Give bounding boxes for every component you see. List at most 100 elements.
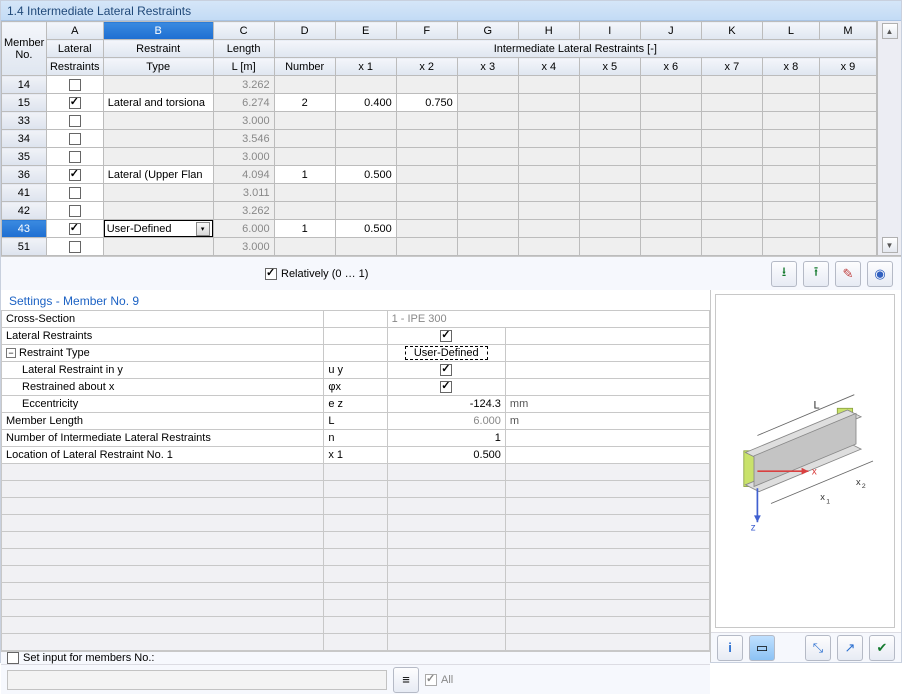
member-view-button[interactable]: ▭ <box>749 635 775 661</box>
arrow-button[interactable]: ↗ <box>837 635 863 661</box>
lateral-restraint-cell[interactable] <box>46 202 103 220</box>
x7-cell[interactable] <box>701 148 762 166</box>
x9-cell[interactable] <box>819 148 876 166</box>
x1-cell[interactable] <box>335 76 396 94</box>
x5-cell[interactable] <box>579 166 640 184</box>
x3-cell[interactable] <box>457 148 518 166</box>
main-grid[interactable]: MemberNo.ABCDEFGHIJKLMLateralRestraintLe… <box>1 21 877 256</box>
pick-button[interactable]: ✎ <box>835 261 861 287</box>
x2-cell[interactable] <box>396 148 457 166</box>
x7-cell[interactable] <box>701 76 762 94</box>
settings-value[interactable]: User-Defined <box>387 345 505 362</box>
x7-cell[interactable] <box>701 220 762 238</box>
settings-value[interactable] <box>387 328 505 345</box>
x5-cell[interactable] <box>579 112 640 130</box>
settings-value[interactable]: 1 - IPE 300 <box>387 311 709 328</box>
x4-cell[interactable] <box>518 112 579 130</box>
col-letter-C[interactable]: C <box>213 22 274 40</box>
x9-cell[interactable] <box>819 94 876 112</box>
settings-value[interactable]: -124.3 <box>387 396 505 413</box>
relatively-checkbox[interactable]: Relatively (0 … 1) <box>265 268 368 280</box>
x6-cell[interactable] <box>640 76 701 94</box>
x1-cell[interactable]: 0.500 <box>335 220 396 238</box>
x7-cell[interactable] <box>701 202 762 220</box>
restraint-type-cell[interactable]: Lateral (Upper Flan <box>103 166 213 184</box>
x2-cell[interactable] <box>396 166 457 184</box>
restraint-type-cell[interactable]: User-Defined▾ <box>103 220 213 238</box>
row-number[interactable]: 36 <box>2 166 47 184</box>
settings-value[interactable] <box>387 362 505 379</box>
restraint-type-cell[interactable] <box>103 112 213 130</box>
apply-button[interactable]: ✔ <box>869 635 895 661</box>
col-letter-A[interactable]: A <box>46 22 103 40</box>
x2-cell[interactable] <box>396 130 457 148</box>
x8-cell[interactable] <box>762 112 819 130</box>
x3-cell[interactable] <box>457 94 518 112</box>
x5-cell[interactable] <box>579 76 640 94</box>
lateral-restraint-cell[interactable] <box>46 238 103 256</box>
number-cell[interactable] <box>274 202 335 220</box>
settings-grid[interactable]: Cross-Section1 - IPE 300Lateral Restrain… <box>1 310 710 651</box>
col-letter-F[interactable]: F <box>396 22 457 40</box>
scroll-up-icon[interactable]: ▲ <box>882 23 898 39</box>
view-button[interactable]: ◉ <box>867 261 893 287</box>
x9-cell[interactable] <box>819 202 876 220</box>
x8-cell[interactable] <box>762 76 819 94</box>
x1-cell[interactable] <box>335 184 396 202</box>
lateral-restraint-cell[interactable] <box>46 94 103 112</box>
row-number[interactable]: 33 <box>2 112 47 130</box>
x1-cell[interactable]: 0.500 <box>335 166 396 184</box>
col-letter-H[interactable]: H <box>518 22 579 40</box>
number-cell[interactable] <box>274 130 335 148</box>
lateral-restraint-cell[interactable] <box>46 112 103 130</box>
row-number[interactable]: 15 <box>2 94 47 112</box>
x6-cell[interactable] <box>640 112 701 130</box>
number-cell[interactable] <box>274 238 335 256</box>
row-number[interactable]: 43 <box>2 220 47 238</box>
x6-cell[interactable] <box>640 94 701 112</box>
x2-cell[interactable] <box>396 202 457 220</box>
x9-cell[interactable] <box>819 76 876 94</box>
x6-cell[interactable] <box>640 148 701 166</box>
x6-cell[interactable] <box>640 238 701 256</box>
x8-cell[interactable] <box>762 148 819 166</box>
lateral-restraint-cell[interactable] <box>46 166 103 184</box>
lateral-restraint-cell[interactable] <box>46 184 103 202</box>
row-number[interactable]: 35 <box>2 148 47 166</box>
x3-cell[interactable] <box>457 76 518 94</box>
x7-cell[interactable] <box>701 166 762 184</box>
restraint-type-cell[interactable] <box>103 202 213 220</box>
x8-cell[interactable] <box>762 184 819 202</box>
x7-cell[interactable] <box>701 238 762 256</box>
x5-cell[interactable] <box>579 184 640 202</box>
col-letter-I[interactable]: I <box>579 22 640 40</box>
x6-cell[interactable] <box>640 220 701 238</box>
x5-cell[interactable] <box>579 220 640 238</box>
lateral-restraint-cell[interactable] <box>46 220 103 238</box>
x5-cell[interactable] <box>579 202 640 220</box>
number-cell[interactable] <box>274 112 335 130</box>
x3-cell[interactable] <box>457 202 518 220</box>
settings-value[interactable]: 0.500 <box>387 447 505 464</box>
x4-cell[interactable] <box>518 202 579 220</box>
row-number[interactable]: 34 <box>2 130 47 148</box>
x4-cell[interactable] <box>518 166 579 184</box>
x3-cell[interactable] <box>457 112 518 130</box>
x3-cell[interactable] <box>457 130 518 148</box>
x2-cell[interactable] <box>396 220 457 238</box>
x7-cell[interactable] <box>701 94 762 112</box>
x9-cell[interactable] <box>819 184 876 202</box>
row-number[interactable]: 14 <box>2 76 47 94</box>
x5-cell[interactable] <box>579 238 640 256</box>
x8-cell[interactable] <box>762 166 819 184</box>
x9-cell[interactable] <box>819 166 876 184</box>
x7-cell[interactable] <box>701 184 762 202</box>
member-list-input[interactable] <box>7 670 387 690</box>
x3-cell[interactable] <box>457 184 518 202</box>
x8-cell[interactable] <box>762 202 819 220</box>
col-letter-L[interactable]: L <box>762 22 819 40</box>
x1-cell[interactable]: 0.400 <box>335 94 396 112</box>
col-letter-D[interactable]: D <box>274 22 335 40</box>
x3-cell[interactable] <box>457 220 518 238</box>
x1-cell[interactable] <box>335 238 396 256</box>
